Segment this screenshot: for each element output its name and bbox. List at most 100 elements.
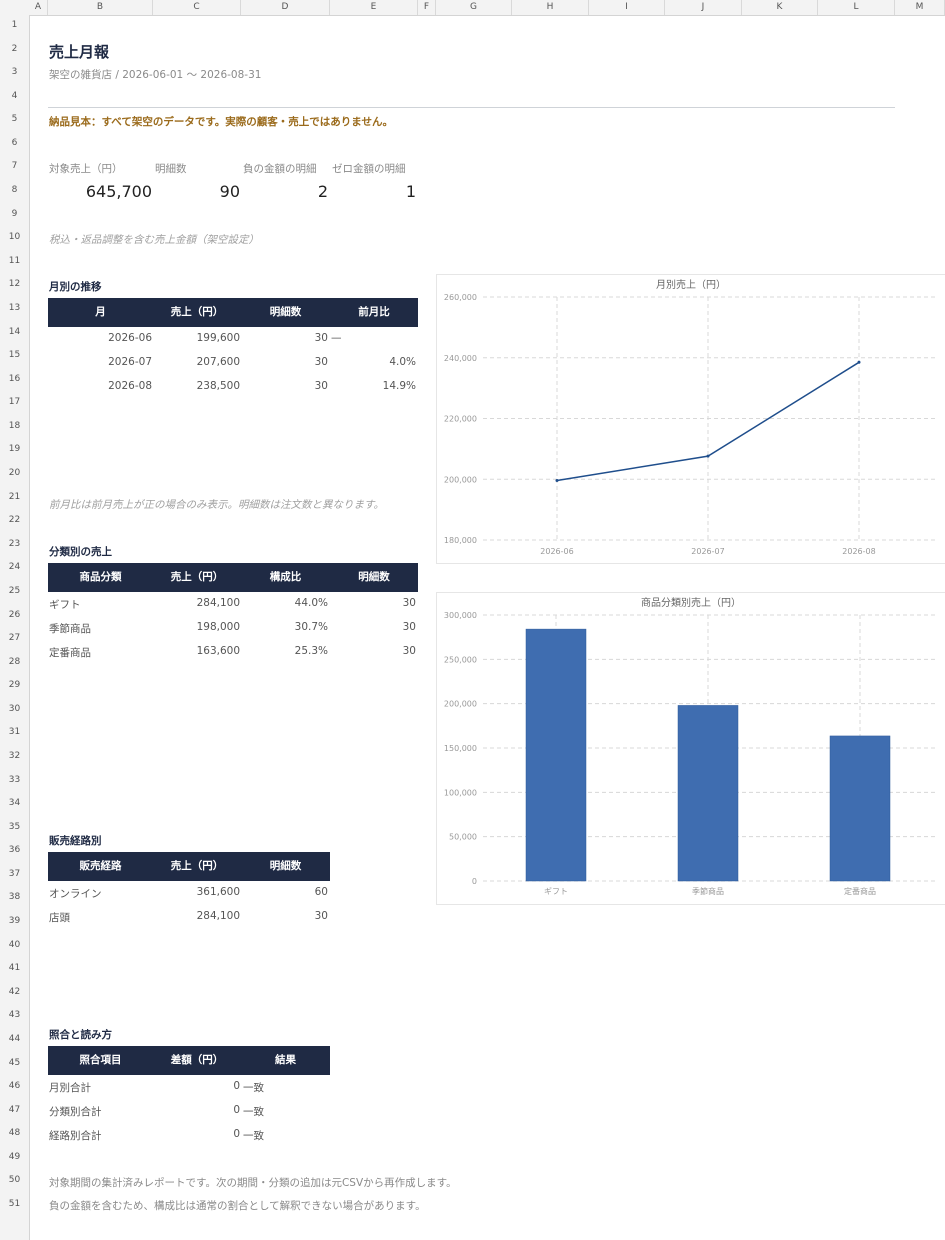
reconcile-cell[interactable]: 0 bbox=[233, 1080, 240, 1092]
category-cell[interactable]: 284,100 bbox=[196, 597, 240, 609]
row-header-5[interactable]: 5 bbox=[11, 114, 18, 125]
row-header-8[interactable]: 8 bbox=[11, 185, 18, 196]
row-header-19[interactable]: 19 bbox=[8, 444, 21, 455]
channel-cell[interactable]: 30 bbox=[314, 910, 328, 922]
row-header-40[interactable]: 40 bbox=[8, 939, 21, 950]
category-cell[interactable]: 定番商品 bbox=[49, 647, 91, 659]
column-header-F[interactable]: F bbox=[418, 0, 436, 15]
monthly-cell[interactable]: 238,500 bbox=[196, 380, 240, 392]
channel-cell[interactable]: オンライン bbox=[49, 888, 102, 900]
category-cell[interactable]: 163,600 bbox=[196, 645, 240, 657]
row-header-23[interactable]: 23 bbox=[8, 538, 21, 549]
row-header-33[interactable]: 33 bbox=[8, 774, 21, 785]
category-cell[interactable]: 30 bbox=[402, 645, 416, 657]
row-header-51[interactable]: 51 bbox=[8, 1199, 21, 1209]
row-header-49[interactable]: 49 bbox=[8, 1151, 21, 1162]
row-header-20[interactable]: 20 bbox=[8, 468, 21, 479]
row-header-31[interactable]: 31 bbox=[8, 727, 21, 738]
column-header-C[interactable]: C bbox=[153, 0, 241, 15]
row-header-6[interactable]: 6 bbox=[11, 137, 18, 148]
row-header-41[interactable]: 41 bbox=[8, 963, 21, 974]
monthly-cell[interactable]: 2026-07 bbox=[108, 356, 152, 368]
row-header-2[interactable]: 2 bbox=[11, 43, 18, 54]
row-header-44[interactable]: 44 bbox=[8, 1033, 21, 1044]
channel-cell[interactable]: 60 bbox=[314, 886, 328, 898]
reconcile-cell[interactable]: 0 bbox=[233, 1104, 240, 1116]
row-header-15[interactable]: 15 bbox=[8, 350, 21, 361]
column-header-B[interactable]: B bbox=[48, 0, 153, 15]
row-header-9[interactable]: 9 bbox=[11, 208, 18, 219]
row-header-22[interactable]: 22 bbox=[8, 515, 21, 526]
column-header-M[interactable]: M bbox=[895, 0, 945, 15]
column-header-I[interactable]: I bbox=[589, 0, 665, 15]
row-header-11[interactable]: 11 bbox=[8, 255, 21, 266]
row-header-3[interactable]: 3 bbox=[11, 67, 18, 78]
row-header-34[interactable]: 34 bbox=[8, 798, 21, 809]
column-header-E[interactable]: E bbox=[330, 0, 418, 15]
column-header-A[interactable]: A bbox=[29, 0, 48, 15]
bar-chart-container[interactable]: 商品分類別売上（円） 0 50,000 100,000 150,000 200,000 25… bbox=[436, 592, 945, 905]
reconcile-cell[interactable]: 分類別合計 bbox=[49, 1106, 102, 1118]
channel-cell[interactable]: 361,600 bbox=[196, 886, 240, 898]
column-header-J[interactable]: J bbox=[665, 0, 742, 15]
column-header-G[interactable]: G bbox=[436, 0, 512, 15]
row-header-39[interactable]: 39 bbox=[8, 916, 21, 927]
category-cell[interactable]: 25.3% bbox=[294, 645, 328, 657]
column-header-H[interactable]: H bbox=[512, 0, 589, 15]
row-header-18[interactable]: 18 bbox=[8, 420, 21, 431]
row-header-14[interactable]: 14 bbox=[8, 326, 21, 337]
row-header-43[interactable]: 43 bbox=[8, 1010, 21, 1021]
monthly-cell[interactable]: 14.9% bbox=[382, 380, 416, 392]
monthly-cell[interactable]: 30 bbox=[314, 332, 328, 344]
reconcile-cell[interactable]: 一致 bbox=[243, 1130, 264, 1142]
row-header-38[interactable]: 38 bbox=[8, 892, 21, 903]
monthly-cell[interactable]: 207,600 bbox=[196, 356, 240, 368]
row-header-47[interactable]: 47 bbox=[8, 1104, 21, 1115]
row-header-29[interactable]: 29 bbox=[8, 680, 21, 691]
monthly-cell[interactable]: 4.0% bbox=[389, 356, 416, 368]
row-header-48[interactable]: 48 bbox=[8, 1128, 21, 1139]
row-header-1[interactable]: 1 bbox=[11, 20, 18, 30]
column-header-L[interactable]: L bbox=[818, 0, 895, 15]
category-cell[interactable]: 30 bbox=[402, 597, 416, 609]
category-cell[interactable]: ギフト bbox=[49, 599, 81, 611]
monthly-cell[interactable]: — bbox=[331, 332, 342, 344]
category-cell[interactable]: 季節商品 bbox=[49, 623, 91, 635]
monthly-cell[interactable]: 2026-06 bbox=[108, 332, 152, 344]
monthly-cell[interactable]: 30 bbox=[314, 380, 328, 392]
row-header-32[interactable]: 32 bbox=[8, 750, 21, 761]
category-cell[interactable]: 30 bbox=[402, 621, 416, 633]
row-header-16[interactable]: 16 bbox=[8, 373, 21, 384]
row-header-30[interactable]: 30 bbox=[8, 703, 21, 714]
channel-cell[interactable]: 店頭 bbox=[49, 912, 70, 924]
reconcile-cell[interactable]: 一致 bbox=[243, 1082, 264, 1094]
category-cell[interactable]: 198,000 bbox=[196, 621, 240, 633]
row-header-26[interactable]: 26 bbox=[8, 609, 21, 620]
reconcile-cell[interactable]: 0 bbox=[233, 1128, 240, 1140]
monthly-cell[interactable]: 199,600 bbox=[196, 332, 240, 344]
reconcile-cell[interactable]: 月別合計 bbox=[49, 1082, 91, 1094]
line-chart-container[interactable]: 月別売上（円） 180,000 200,000 220,000 240,000 260,0… bbox=[436, 274, 945, 564]
monthly-cell[interactable]: 2026-08 bbox=[108, 380, 152, 392]
row-header-42[interactable]: 42 bbox=[8, 986, 21, 997]
row-header-36[interactable]: 36 bbox=[8, 845, 21, 856]
row-header-37[interactable]: 37 bbox=[8, 868, 21, 879]
row-header-50[interactable]: 50 bbox=[8, 1175, 21, 1186]
row-header-35[interactable]: 35 bbox=[8, 821, 21, 832]
row-header-13[interactable]: 13 bbox=[8, 302, 21, 313]
row-header-24[interactable]: 24 bbox=[8, 562, 21, 573]
row-header-12[interactable]: 12 bbox=[8, 279, 21, 290]
row-header-4[interactable]: 4 bbox=[11, 90, 18, 101]
row-header-46[interactable]: 46 bbox=[8, 1081, 21, 1092]
category-cell[interactable]: 30.7% bbox=[294, 621, 328, 633]
channel-cell[interactable]: 284,100 bbox=[196, 910, 240, 922]
row-header-27[interactable]: 27 bbox=[8, 633, 21, 644]
row-header-10[interactable]: 10 bbox=[8, 232, 21, 243]
column-header-D[interactable]: D bbox=[241, 0, 330, 15]
row-header-17[interactable]: 17 bbox=[8, 397, 21, 408]
row-header-7[interactable]: 7 bbox=[11, 161, 18, 172]
row-header-25[interactable]: 25 bbox=[8, 585, 21, 596]
row-header-21[interactable]: 21 bbox=[8, 491, 21, 502]
reconcile-cell[interactable]: 経路別合計 bbox=[49, 1130, 102, 1142]
row-header-28[interactable]: 28 bbox=[8, 656, 21, 667]
